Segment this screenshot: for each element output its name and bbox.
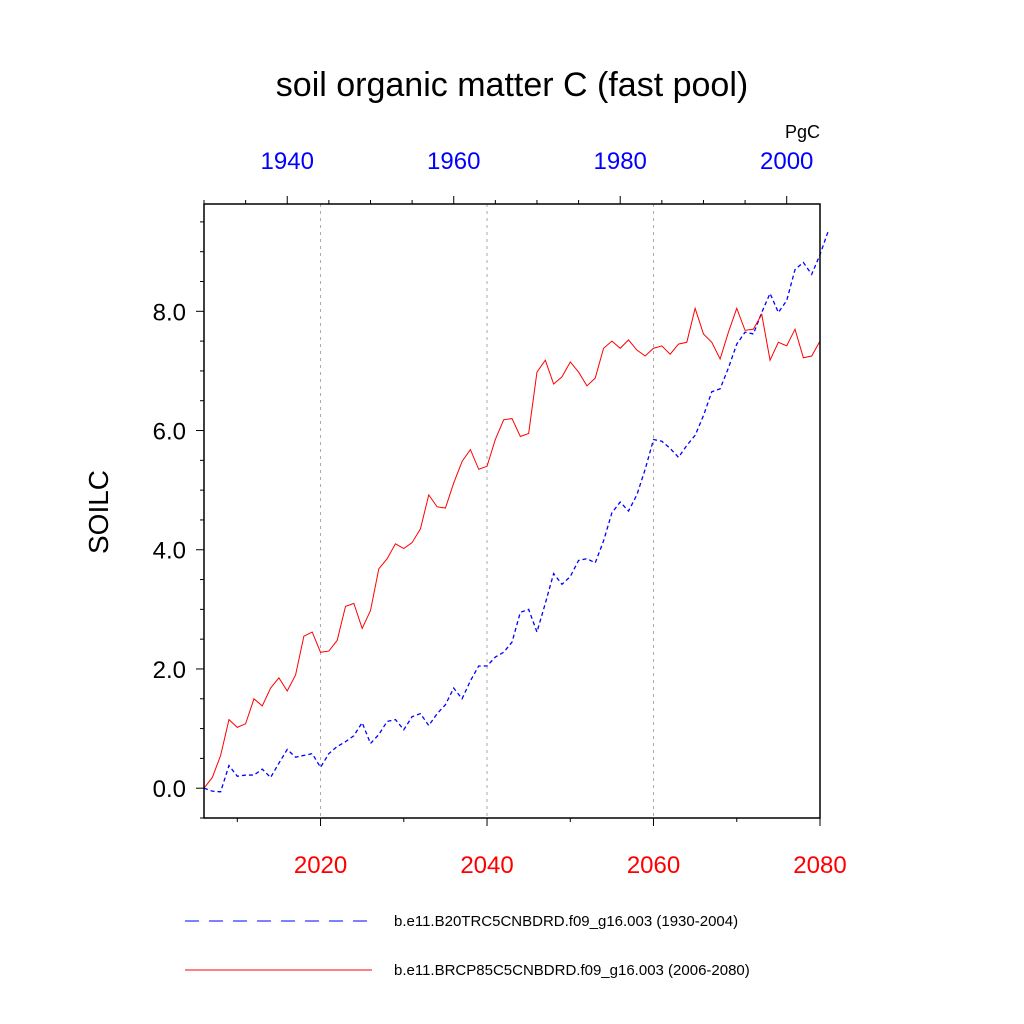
series-line-historical [203, 230, 829, 793]
chart-title: soil organic matter C (fast pool) [276, 66, 748, 104]
x-top-tick-label-1: 1960 [427, 148, 480, 175]
y-tick-label-2: 4.0 [153, 538, 186, 565]
axes-layer: 0.0 2.0 4.0 6.0 8.0 2020 2040 2060 2080 1940 1960 1… [153, 148, 847, 879]
y-tick-label-3: 6.0 [153, 419, 186, 446]
x-top-tick-label-3: 2000 [760, 148, 813, 175]
units-label: PgC [785, 122, 820, 142]
x-top-tick-label-2: 1980 [594, 148, 647, 175]
y-axis-label: SOILC [83, 470, 114, 554]
y-tick-label-1: 2.0 [153, 657, 186, 684]
series-layer [203, 230, 829, 793]
legend: b.e11.B20TRC5CNBDRD.f09_g16.003 (1930-20… [185, 913, 750, 979]
x-bottom-tick-label-2: 2060 [627, 852, 680, 879]
legend-label-historical: b.e11.B20TRC5CNBDRD.f09_g16.003 (1930-20… [394, 913, 738, 930]
y-tick-label-4: 8.0 [153, 299, 186, 326]
plot-frame [203, 203, 821, 819]
y-tick-label-0: 0.0 [153, 776, 186, 803]
x-bottom-tick-label-1: 2040 [460, 852, 513, 879]
x-bottom-tick-label-0: 2020 [294, 852, 347, 879]
legend-label-rcp85: b.e11.BRCP85C5CNBDRD.f09_g16.003 (2006-2… [394, 962, 750, 979]
x-bottom-tick-label-3: 2080 [793, 852, 846, 879]
grid-layer [320, 204, 655, 818]
x-top-tick-label-0: 1940 [261, 148, 314, 175]
series-line-rcp85 [203, 306, 821, 789]
